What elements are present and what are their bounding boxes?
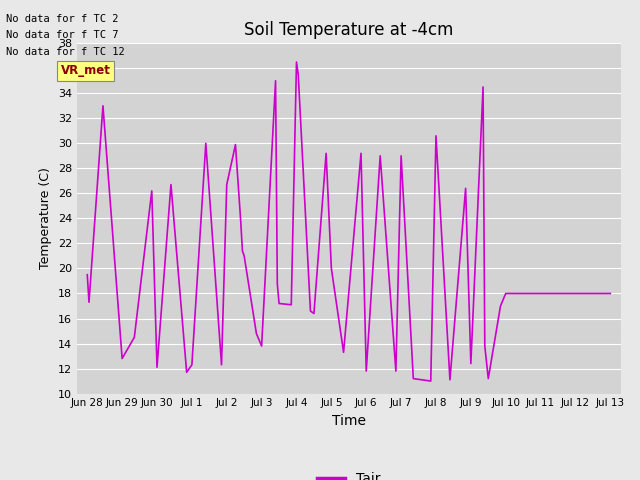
Text: No data for f TC 12: No data for f TC 12 bbox=[6, 47, 125, 57]
Y-axis label: Temperature (C): Temperature (C) bbox=[39, 168, 52, 269]
Text: VR_met: VR_met bbox=[61, 64, 111, 77]
Title: Soil Temperature at -4cm: Soil Temperature at -4cm bbox=[244, 21, 454, 39]
Text: No data for f TC 2: No data for f TC 2 bbox=[6, 13, 119, 24]
Legend: Tair: Tair bbox=[312, 467, 386, 480]
Text: No data for f TC 7: No data for f TC 7 bbox=[6, 30, 119, 40]
X-axis label: Time: Time bbox=[332, 414, 366, 428]
